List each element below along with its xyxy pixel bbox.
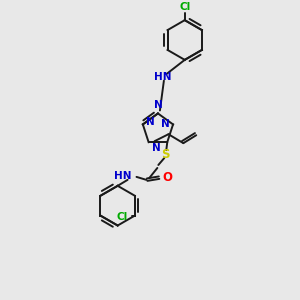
Text: HN: HN — [154, 72, 172, 82]
Text: N: N — [154, 100, 162, 110]
Text: HN: HN — [114, 171, 131, 181]
Text: N: N — [146, 117, 154, 128]
Text: O: O — [162, 171, 172, 184]
Text: N: N — [152, 143, 160, 153]
Text: N: N — [161, 119, 170, 129]
Text: Cl: Cl — [117, 212, 128, 222]
Text: S: S — [161, 148, 170, 160]
Text: Cl: Cl — [179, 2, 190, 12]
